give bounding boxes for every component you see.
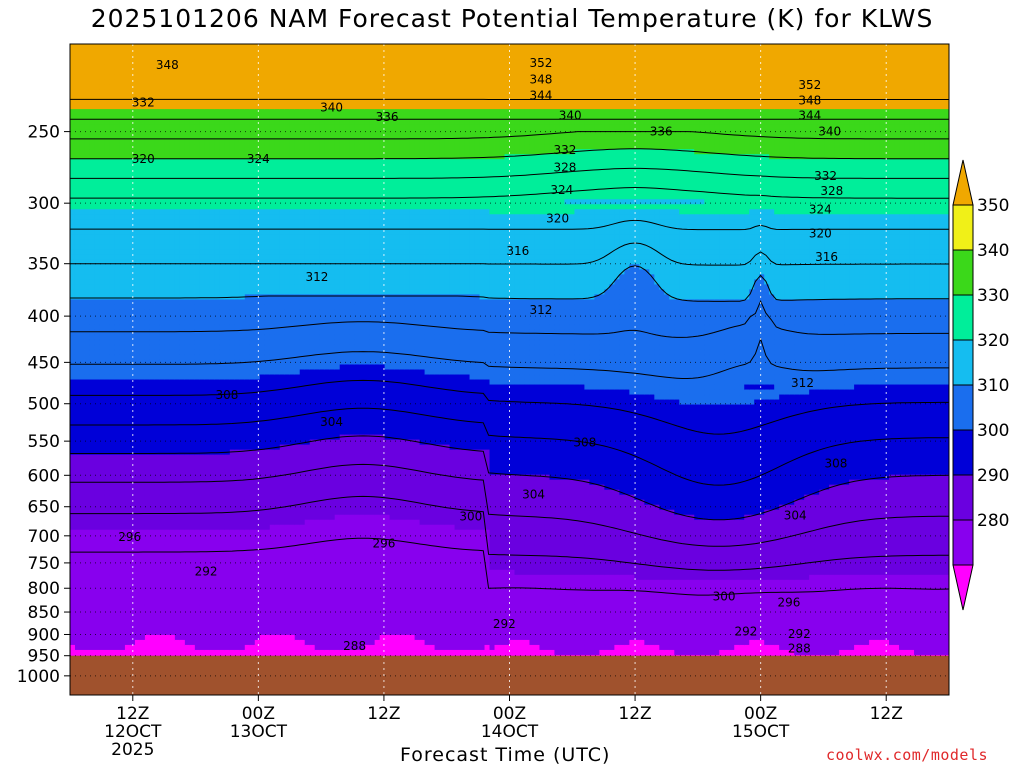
y-tick-label-350: 350	[28, 255, 60, 275]
colorbar-band-0	[953, 205, 973, 250]
x-tick-label-h54-0: 12Z	[618, 704, 651, 724]
contour-label-41: 292	[735, 624, 758, 638]
colorbar-band-2	[953, 295, 973, 340]
contour-label-40: 292	[493, 617, 516, 631]
x-tick-label-h66-1: 15OCT	[732, 722, 790, 742]
y-tick-label-1000: 1000	[17, 667, 60, 687]
contour-label-20: 324	[809, 203, 832, 217]
y-tick-label-650: 650	[28, 498, 60, 518]
contour-label-25: 312	[306, 270, 329, 284]
colorbar-under	[953, 565, 973, 610]
colorbar-label-300: 300	[977, 421, 1009, 441]
site-credit: coolwx.com/models	[826, 746, 988, 764]
contour-label-1: 352	[529, 56, 552, 70]
contour-label-8: 340	[320, 100, 343, 114]
contour-label-42: 292	[788, 627, 811, 641]
colorbar-band-3	[953, 340, 973, 385]
x-tick-label-h66-0: 00Z	[744, 704, 777, 724]
y-tick-label-500: 500	[28, 395, 60, 415]
contour-label-7: 332	[132, 95, 155, 109]
contour-label-37: 292	[195, 565, 218, 579]
contour-label-33: 304	[784, 509, 807, 523]
colorbar-label-330: 330	[977, 286, 1009, 306]
contour-label-15: 332	[554, 143, 577, 157]
contour-label-36: 296	[372, 537, 395, 551]
contour-label-17: 332	[814, 169, 837, 183]
x-tick-label-h6-1: 12OCT	[104, 722, 162, 742]
y-tick-label-600: 600	[28, 466, 60, 486]
y-tick-label-300: 300	[28, 194, 60, 214]
colorbar: 350 340 330 320 310 300 290 280	[953, 160, 1009, 610]
contour-label-39: 296	[777, 596, 800, 610]
contour-label-18: 328	[820, 184, 843, 198]
contour-label-21: 320	[546, 212, 569, 226]
contour-label-43: 288	[343, 639, 366, 653]
contour-label-19: 324	[550, 183, 573, 197]
colorbar-label-320: 320	[977, 331, 1009, 351]
colorbar-label-280: 280	[977, 511, 1009, 531]
colorbar-band-7	[953, 520, 973, 565]
contour-label-27: 312	[791, 376, 814, 390]
colorbar-band-5	[953, 430, 973, 475]
x-tick-label-h30-0: 12Z	[367, 704, 400, 724]
colorbar-band-4	[953, 385, 973, 430]
contour-label-13: 320	[132, 152, 155, 166]
y-tick-label-250: 250	[28, 123, 60, 143]
y-tick-label-450: 450	[28, 353, 60, 373]
y-tick-label-850: 850	[28, 603, 60, 623]
contour-label-23: 316	[506, 244, 529, 258]
y-tick-label-900: 900	[28, 625, 60, 645]
contour-label-30: 308	[573, 436, 596, 450]
contour-label-3: 344	[529, 88, 552, 102]
colorbar-over	[953, 160, 973, 205]
y-tick-label-400: 400	[28, 307, 60, 327]
y-axis: 2503003504004505005506006507007508008509…	[17, 123, 70, 687]
y-tick-label-750: 750	[28, 554, 60, 574]
contour-label-38: 300	[713, 589, 736, 603]
y-tick-label-550: 550	[28, 432, 60, 452]
colorbar-label-290: 290	[977, 466, 1009, 486]
y-tick-label-950: 950	[28, 647, 60, 667]
contour-label-16: 328	[554, 161, 577, 175]
x-tick-label-h78-0: 12Z	[870, 704, 903, 724]
contour-label-28: 308	[216, 388, 239, 402]
x-tick-label-h6-2: 2025	[111, 740, 154, 760]
contour-label-24: 316	[815, 250, 838, 264]
colorbar-label-340: 340	[977, 241, 1009, 261]
contour-label-9: 336	[376, 110, 399, 124]
contour-label-35: 296	[118, 530, 141, 544]
contour-label-26: 312	[529, 303, 552, 317]
colorbar-label-310: 310	[977, 376, 1009, 396]
x-tick-label-h6-0: 12Z	[116, 704, 149, 724]
x-tick-label-h18-0: 00Z	[242, 704, 275, 724]
contour-label-6: 344	[798, 109, 821, 123]
colorbar-band-1	[953, 250, 973, 295]
contour-label-34: 300	[459, 509, 482, 523]
contour-label-0: 348	[156, 58, 179, 72]
x-tick-label-h42-1: 14OCT	[481, 722, 539, 742]
contour-label-12: 340	[818, 125, 841, 139]
x-tick-label-h42-0: 00Z	[493, 704, 526, 724]
contour-label-4: 352	[798, 78, 821, 92]
contour-label-14: 324	[247, 152, 270, 166]
contour-label-5: 348	[798, 94, 821, 108]
colorbar-label-350: 350	[977, 196, 1009, 216]
contour-label-44: 288	[788, 642, 811, 656]
x-axis-label: Forecast Time (UTC)	[400, 744, 610, 766]
colorbar-band-6	[953, 475, 973, 520]
contour-label-32: 304	[522, 487, 545, 501]
contour-label-31: 308	[825, 456, 848, 470]
contour-label-10: 340	[559, 109, 582, 123]
y-tick-label-700: 700	[28, 527, 60, 547]
contour-label-11: 336	[650, 125, 673, 139]
y-tick-label-800: 800	[28, 579, 60, 599]
contour-label-22: 320	[809, 226, 832, 240]
contour-label-2: 348	[529, 73, 552, 87]
x-tick-label-h18-1: 13OCT	[230, 722, 288, 742]
contour-label-29: 304	[320, 415, 343, 429]
